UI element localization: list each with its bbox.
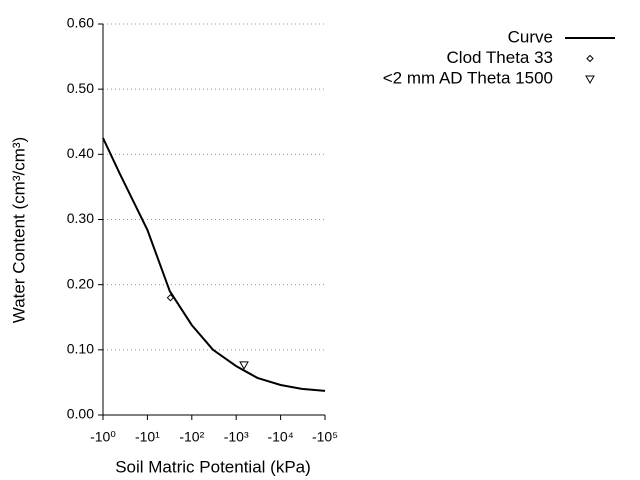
y-tick-label: 0.30: [67, 210, 94, 226]
y-axis-label: Water Content (cm³/cm³): [9, 137, 28, 323]
x-tick-label: -10¹: [135, 429, 160, 445]
x-tick-label: -10⁰: [90, 429, 116, 445]
y-tick-label: 0.00: [67, 406, 94, 422]
y-tick-label: 0.50: [67, 80, 94, 96]
legend-symbol: [585, 75, 595, 85]
y-tick-label: 0.10: [67, 341, 94, 357]
y-tick-label: 0.40: [67, 145, 94, 161]
x-tick-label: -10⁴: [267, 429, 293, 445]
x-axis-label: Soil Matric Potential (kPa): [115, 457, 311, 476]
legend-symbol: [586, 54, 594, 63]
x-tick-label: -10³: [224, 429, 249, 445]
x-tick-label: -10⁵: [312, 429, 338, 445]
y-tick-label: 0.60: [67, 15, 94, 31]
x-tick-label: -10²: [179, 429, 204, 445]
legend-label: Curve: [508, 27, 553, 46]
curve: [102, 137, 326, 392]
point: [166, 293, 175, 302]
legend-label: Clod Theta 33: [447, 48, 553, 67]
legend-label: <2 mm AD Theta 1500: [383, 68, 553, 87]
y-tick-label: 0.20: [67, 275, 94, 291]
point: [239, 361, 249, 370]
